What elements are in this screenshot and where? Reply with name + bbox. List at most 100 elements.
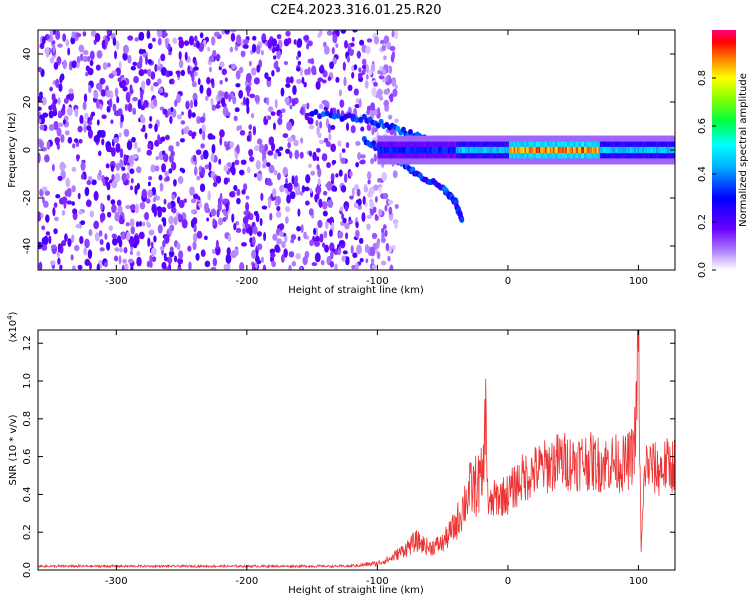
heatmap-cell <box>341 213 345 220</box>
heatmap-cell <box>248 60 252 67</box>
heatmap-cell <box>245 195 250 200</box>
heatmap-cell <box>138 231 145 240</box>
heatmap-cell <box>595 146 598 154</box>
heatmap-cell <box>284 234 288 243</box>
heatmap-cell <box>357 198 362 207</box>
heatmap-cell <box>59 75 63 84</box>
heatmap-cell <box>266 76 272 82</box>
heatmap-cell <box>458 146 462 154</box>
heatmap-cell <box>147 237 151 247</box>
heatmap-cell <box>82 55 89 63</box>
y-tick-label: 0.2 <box>22 524 33 540</box>
colorbar: 0.0 0.2 0.4 0.6 0.8 Normalized spectral ampl… <box>697 30 749 278</box>
heatmap-cell <box>106 241 111 251</box>
heatmap-cell <box>114 50 117 60</box>
heatmap-cell <box>309 188 313 194</box>
heatmap-cell <box>276 49 281 60</box>
heatmap-cell <box>322 210 328 217</box>
heatmap-cell <box>168 154 174 163</box>
heatmap-cell <box>289 191 296 200</box>
heatmap-cell <box>301 185 306 193</box>
heatmap-cell <box>299 191 304 196</box>
heatmap-cell <box>360 126 365 132</box>
heatmap-cell <box>254 145 260 152</box>
heatmap-cell <box>399 146 402 154</box>
heatmap-cell <box>339 206 344 212</box>
heatmap-cell <box>319 233 324 243</box>
heatmap-cell <box>391 146 394 154</box>
heatmap-cell <box>381 171 388 182</box>
heatmap-cell <box>566 146 570 154</box>
heatmap-cell <box>293 181 299 188</box>
heatmap-cell <box>425 146 429 154</box>
heatmap-cell <box>187 245 192 252</box>
heatmap-cell <box>225 111 231 116</box>
heatmap-cell <box>316 147 321 153</box>
heatmap-cell <box>275 210 282 218</box>
heatmap-cell <box>283 38 290 47</box>
heatmap-cell <box>587 146 590 154</box>
heatmap-cell <box>351 187 355 198</box>
heatmap-cell <box>57 243 61 253</box>
heatmap-cell <box>200 143 205 149</box>
heatmap-cell <box>256 138 263 145</box>
heatmap-cell <box>201 124 206 134</box>
heatmap-cell <box>544 146 548 154</box>
heatmap-cell <box>660 146 664 154</box>
heatmap-cell <box>485 146 488 154</box>
heatmap-cell <box>410 146 413 154</box>
heatmap-cell <box>143 99 149 108</box>
heatmap-cell <box>94 32 101 43</box>
heatmap-cell <box>326 30 333 36</box>
heatmap-cell <box>393 221 398 230</box>
heatmap-cell <box>159 182 164 192</box>
heatmap-cell <box>407 146 410 154</box>
heatmap-cell <box>371 87 377 97</box>
heatmap-cell <box>134 203 140 214</box>
heatmap-cell <box>212 181 218 187</box>
heatmap-cell <box>80 173 85 180</box>
heatmap-cell <box>193 193 199 200</box>
heatmap-cell <box>164 134 170 141</box>
heatmap-cell <box>283 61 289 66</box>
heatmap-cell <box>357 152 362 160</box>
heatmap-cell <box>162 108 168 115</box>
y-tick-label: 0.8 <box>22 411 33 427</box>
heatmap-cell <box>197 78 201 86</box>
heatmap-cell <box>80 161 86 171</box>
heatmap-cell <box>200 167 206 176</box>
heatmap-cell <box>135 221 140 228</box>
heatmap-cell <box>55 194 61 199</box>
heatmap-cell <box>284 216 289 224</box>
heatmap-cell <box>122 44 129 55</box>
heatmap-cell <box>139 201 146 210</box>
heatmap-cell <box>183 126 189 135</box>
heatmap-cell <box>282 133 289 139</box>
heatmap-cell <box>161 261 167 270</box>
heatmap-cell <box>93 135 100 143</box>
heatmap-cell <box>347 43 351 50</box>
heatmap-cell <box>370 63 376 73</box>
heatmap-cell <box>388 206 393 216</box>
heatmap-cell <box>102 62 108 70</box>
heatmap-cell <box>400 146 404 154</box>
heatmap-cell <box>289 104 293 110</box>
heatmap-cell <box>42 112 49 118</box>
heatmap-cell <box>389 264 394 270</box>
heatmap-cell <box>373 153 377 162</box>
heatmap-cell <box>54 216 59 222</box>
heatmap-cell <box>98 150 102 157</box>
heatmap-cell <box>310 170 315 176</box>
heatmap-cell <box>116 235 122 244</box>
heatmap-cell <box>331 47 335 55</box>
heatmap-cell <box>199 183 206 192</box>
y-tick-label: 0.6 <box>22 449 33 465</box>
heatmap-cell <box>297 208 301 217</box>
heatmap-cell <box>223 208 227 216</box>
heatmap-cell <box>308 124 315 130</box>
heatmap-cell <box>195 149 202 156</box>
heatmap-cell <box>199 84 204 94</box>
heatmap-cell <box>386 146 389 154</box>
heatmap-cell <box>231 161 235 169</box>
heatmap-cell <box>394 118 399 124</box>
